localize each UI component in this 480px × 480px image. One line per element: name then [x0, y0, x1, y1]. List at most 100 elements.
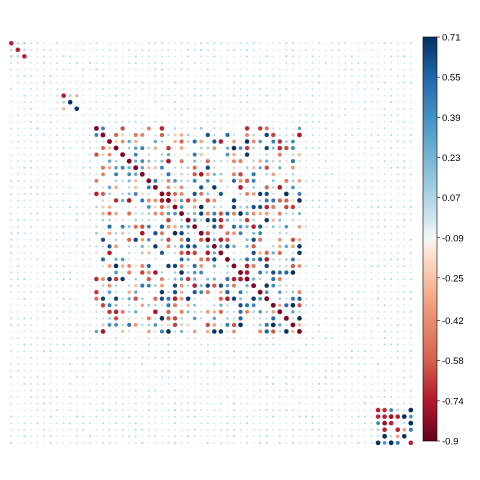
- cell-r7-c36: [246, 88, 248, 90]
- cell-r18-c56: [377, 160, 380, 163]
- cell-r46-c42: [285, 343, 288, 346]
- cell-r14-c41: [278, 133, 281, 136]
- cell-r56-c34: [232, 409, 236, 412]
- cell-r24-c17: [120, 198, 125, 203]
- cell-r36-c32: [219, 277, 223, 281]
- cell-r51-c11: [82, 376, 85, 379]
- cell-r38-c12: [88, 291, 91, 294]
- cell-r59-c61: [408, 427, 413, 432]
- cell-r49-c56: [376, 363, 380, 366]
- cell-r4-c52: [350, 68, 353, 71]
- cell-r24-c33: [226, 199, 229, 202]
- cell-r13-c17: [120, 126, 125, 131]
- cell-r28-c49: [331, 225, 334, 228]
- cell-r15-c38: [258, 139, 262, 144]
- cell-r11-c31: [213, 114, 216, 117]
- cell-r37-c18: [127, 284, 131, 287]
- cell-r58-c27: [187, 422, 189, 424]
- cell-r53-c45: [305, 389, 308, 392]
- cell-r29-c11: [82, 232, 85, 235]
- cell-r36-c33: [225, 277, 230, 282]
- cell-r26-c0: [10, 212, 13, 215]
- cell-r25-c31: [213, 205, 216, 209]
- cell-r3-c40: [272, 62, 275, 64]
- cell-r50-c21: [147, 369, 150, 372]
- cell-r21-c4: [36, 179, 39, 182]
- cell-r34-c36: [244, 263, 250, 269]
- cell-r5-c40: [272, 74, 275, 78]
- cell-r54-c38: [259, 396, 261, 398]
- cell-r19-c16: [114, 165, 118, 170]
- legend-tick-label: 0.23: [442, 153, 461, 164]
- cell-r16-c14: [100, 145, 106, 151]
- cell-r46-c46: [311, 343, 314, 346]
- cell-r54-c0: [10, 396, 13, 398]
- cell-r53-c20: [141, 389, 144, 392]
- cell-r37-c28: [192, 283, 197, 288]
- cell-r10-c32: [219, 107, 222, 110]
- cell-r29-c40: [272, 232, 275, 235]
- cell-r4-c12: [88, 68, 91, 71]
- cell-r31-c56: [377, 245, 379, 248]
- cell-r16-c52: [351, 147, 353, 149]
- cell-r25-c55: [370, 205, 373, 209]
- cell-r3-c42: [285, 61, 288, 64]
- cell-r28-c45: [304, 225, 308, 228]
- cell-r20-c24: [166, 172, 171, 177]
- cell-r16-c32: [220, 147, 222, 149]
- cell-r1-c49: [331, 48, 334, 51]
- cell-r32-c12: [88, 251, 91, 254]
- cell-r5-c42: [285, 75, 288, 77]
- cell-r9-c61: [409, 101, 412, 104]
- cell-r14-c33: [225, 132, 230, 138]
- cell-r46-c29: [200, 343, 203, 346]
- cell-r21-c41: [278, 179, 282, 183]
- cell-r50-c19: [135, 370, 137, 372]
- cell-r44-c26: [180, 329, 184, 334]
- cell-r0-c48: [324, 42, 327, 45]
- cell-r34-c58: [390, 265, 393, 267]
- cell-r60-c12: [88, 435, 91, 438]
- cell-r25-c32: [219, 205, 222, 209]
- cell-r41-c30: [205, 309, 210, 314]
- cell-r21-c43: [291, 179, 295, 183]
- cell-r43-c33: [225, 322, 230, 327]
- cell-r54-c54: [364, 396, 366, 398]
- cell-r5-c27: [187, 74, 190, 78]
- cell-r22-c4: [36, 186, 39, 189]
- cell-r9-c7: [56, 101, 59, 104]
- cell-r40-c9: [69, 304, 71, 306]
- cell-r18-c23: [160, 159, 164, 163]
- cell-r61-c23: [161, 442, 163, 444]
- cell-r35-c35: [238, 270, 243, 275]
- cell-r41-c52: [350, 310, 353, 313]
- cell-r48-c57: [383, 356, 386, 359]
- cell-r9-c53: [357, 101, 360, 104]
- cell-r60-c36: [246, 435, 249, 438]
- cell-r22-c50: [337, 186, 340, 189]
- cell-r58-c13: [95, 422, 98, 424]
- cell-r9-c47: [318, 101, 320, 103]
- cell-r49-c29: [200, 363, 203, 366]
- cell-r55-c43: [292, 402, 294, 405]
- cell-r19-c38: [258, 166, 262, 170]
- cell-r54-c49: [331, 396, 334, 398]
- cell-r50-c30: [206, 369, 209, 372]
- cell-r18-c11: [82, 160, 85, 163]
- cell-r8-c5: [43, 94, 45, 97]
- cell-r50-c5: [43, 369, 45, 372]
- cell-r0-c32: [219, 42, 222, 45]
- cell-r22-c5: [43, 186, 45, 189]
- cell-r48-c42: [285, 356, 288, 359]
- cell-r44-c48: [324, 330, 327, 333]
- cell-r47-c48: [324, 350, 327, 353]
- cell-r12-c12: [89, 121, 91, 123]
- cell-r51-c30: [206, 376, 209, 379]
- cell-r38-c42: [285, 291, 288, 294]
- cell-r43-c56: [377, 323, 380, 326]
- cell-r9-c58: [390, 101, 393, 104]
- cell-r28-c9: [69, 225, 72, 228]
- cell-r40-c6: [49, 304, 52, 307]
- cell-r3-c28: [193, 61, 196, 64]
- cell-r58-c3: [30, 422, 32, 425]
